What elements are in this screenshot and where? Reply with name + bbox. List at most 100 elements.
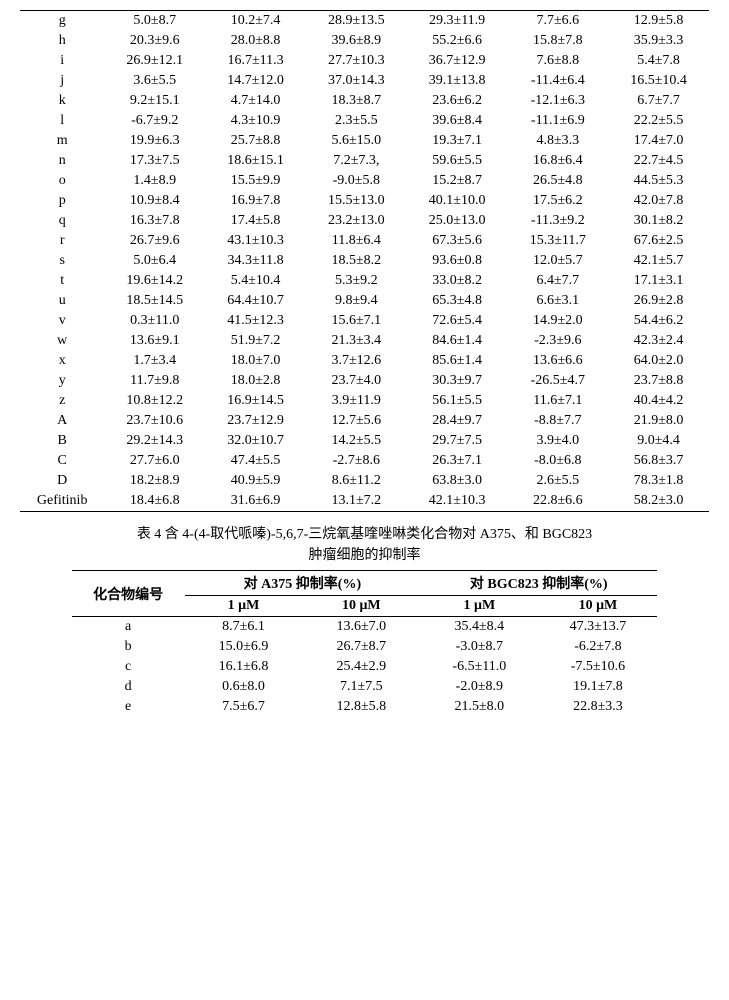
table-row: D18.2±8.940.9±5.98.6±11.263.8±3.02.6±5.5…	[20, 471, 709, 491]
row-id: C	[20, 451, 104, 471]
cell-value: 23.2±13.0	[306, 211, 407, 231]
row-id: g	[20, 11, 104, 32]
cell-value: 44.5±5.3	[608, 171, 709, 191]
cell-value: 18.5±14.5	[104, 291, 205, 311]
table-row: B29.2±14.332.0±10.714.2±5.529.7±7.53.9±4…	[20, 431, 709, 451]
cell-value: 18.6±15.1	[205, 151, 306, 171]
cell-value: 21.9±8.0	[608, 411, 709, 431]
table-row: h20.3±9.628.0±8.839.6±8.955.2±6.615.8±7.…	[20, 31, 709, 51]
cell-value: 23.6±6.2	[407, 91, 508, 111]
cell-value: 28.0±8.8	[205, 31, 306, 51]
cell-value: -6.2±7.8	[539, 637, 658, 657]
cell-value: 72.6±5.4	[407, 311, 508, 331]
table-row: w13.6±9.151.9±7.221.3±3.484.6±1.4-2.3±9.…	[20, 331, 709, 351]
cell-value: 37.0±14.3	[306, 71, 407, 91]
cell-value: -11.4±6.4	[508, 71, 609, 91]
table-row: x1.7±3.418.0±7.03.7±12.685.6±1.413.6±6.6…	[20, 351, 709, 371]
cell-value: 12.0±5.7	[508, 251, 609, 271]
cell-value: 40.1±10.0	[407, 191, 508, 211]
cell-value: 17.3±7.5	[104, 151, 205, 171]
row-id: k	[20, 91, 104, 111]
table-row: t19.6±14.25.4±10.45.3±9.233.0±8.26.4±7.7…	[20, 271, 709, 291]
cell-value: -2.7±8.6	[306, 451, 407, 471]
cell-value: 23.7±4.0	[306, 371, 407, 391]
cell-value: 6.6±3.1	[508, 291, 609, 311]
cell-value: 13.6±6.6	[508, 351, 609, 371]
table-caption: 表 4 含 4-(4-取代哌嗪)-5,6,7-三烷氧基喹唑啉类化合物对 A375…	[20, 524, 709, 566]
cell-value: 64.0±2.0	[608, 351, 709, 371]
cell-value: 28.4±9.7	[407, 411, 508, 431]
table-row: C27.7±6.047.4±5.5-2.7±8.626.3±7.1-8.0±6.…	[20, 451, 709, 471]
col-10um-a: 10 μM	[302, 596, 420, 617]
cell-value: 22.7±4.5	[608, 151, 709, 171]
cell-value: 5.0±6.4	[104, 251, 205, 271]
cell-value: 17.4±5.8	[205, 211, 306, 231]
cell-value: 42.1±10.3	[407, 491, 508, 512]
cell-value: 15.3±11.7	[508, 231, 609, 251]
cell-value: 35.9±3.3	[608, 31, 709, 51]
cell-value: -2.0±8.9	[420, 677, 538, 697]
cell-value: 23.7±8.8	[608, 371, 709, 391]
cell-value: 67.3±5.6	[407, 231, 508, 251]
cell-value: 84.6±1.4	[407, 331, 508, 351]
cell-value: 14.9±2.0	[508, 311, 609, 331]
cell-value: 16.3±7.8	[104, 211, 205, 231]
row-id: z	[20, 391, 104, 411]
cell-value: 8.7±6.1	[185, 617, 303, 638]
cell-value: 56.1±5.5	[407, 391, 508, 411]
cell-value: 16.1±6.8	[185, 657, 303, 677]
cell-value: 1.4±8.9	[104, 171, 205, 191]
cell-value: 23.7±10.6	[104, 411, 205, 431]
cell-value: 2.6±5.5	[508, 471, 609, 491]
cell-value: 9.8±9.4	[306, 291, 407, 311]
row-id: b	[72, 637, 185, 657]
cell-value: 22.8±3.3	[539, 697, 658, 717]
cell-value: 25.0±13.0	[407, 211, 508, 231]
table-row: y11.7±9.818.0±2.823.7±4.030.3±9.7-26.5±4…	[20, 371, 709, 391]
table-row: k9.2±15.14.7±14.018.3±8.723.6±6.2-12.1±6…	[20, 91, 709, 111]
table-row: z10.8±12.216.9±14.53.9±11.956.1±5.511.6±…	[20, 391, 709, 411]
cell-value: 15.8±7.8	[508, 31, 609, 51]
cell-value: 56.8±3.7	[608, 451, 709, 471]
table-row: Gefitinib18.4±6.831.6±6.913.1±7.242.1±10…	[20, 491, 709, 512]
table-row: c16.1±6.825.4±2.9-6.5±11.0-7.5±10.6	[72, 657, 658, 677]
cell-value: 6.4±7.7	[508, 271, 609, 291]
caption-line1: 表 4 含 4-(4-取代哌嗪)-5,6,7-三烷氧基喹唑啉类化合物对 A375…	[137, 527, 592, 542]
cell-value: 3.9±4.0	[508, 431, 609, 451]
cell-value: 19.9±6.3	[104, 131, 205, 151]
cell-value: 58.2±3.0	[608, 491, 709, 512]
row-id: a	[72, 617, 185, 638]
col-a375: 对 A375 抑制率(%)	[185, 571, 421, 596]
cell-value: 39.1±13.8	[407, 71, 508, 91]
col-10um-b: 10 μM	[539, 596, 658, 617]
cell-value: 26.7±9.6	[104, 231, 205, 251]
table-row: v0.3±11.041.5±12.315.6±7.172.6±5.414.9±2…	[20, 311, 709, 331]
row-id: D	[20, 471, 104, 491]
row-id: u	[20, 291, 104, 311]
cell-value: 21.3±3.4	[306, 331, 407, 351]
cell-value: 32.0±10.7	[205, 431, 306, 451]
row-id: x	[20, 351, 104, 371]
cell-value: 16.9±14.5	[205, 391, 306, 411]
cell-value: 27.7±6.0	[104, 451, 205, 471]
cell-value: 10.2±7.4	[205, 11, 306, 32]
row-id: y	[20, 371, 104, 391]
cell-value: 16.8±6.4	[508, 151, 609, 171]
cell-value: 3.9±11.9	[306, 391, 407, 411]
cell-value: 21.5±8.0	[420, 697, 538, 717]
cell-value: 13.6±9.1	[104, 331, 205, 351]
cell-value: 42.1±5.7	[608, 251, 709, 271]
cell-value: 65.3±4.8	[407, 291, 508, 311]
row-id: o	[20, 171, 104, 191]
cell-value: -7.5±10.6	[539, 657, 658, 677]
cell-value: 67.6±2.5	[608, 231, 709, 251]
cell-value: 15.2±8.7	[407, 171, 508, 191]
row-id: j	[20, 71, 104, 91]
data-table-1: g5.0±8.710.2±7.428.9±13.529.3±11.97.7±6.…	[20, 10, 709, 512]
row-id: e	[72, 697, 185, 717]
table-row: m19.9±6.325.7±8.85.6±15.019.3±7.14.8±3.3…	[20, 131, 709, 151]
cell-value: 41.5±12.3	[205, 311, 306, 331]
cell-value: 27.7±10.3	[306, 51, 407, 71]
table-row: u18.5±14.564.4±10.79.8±9.465.3±4.86.6±3.…	[20, 291, 709, 311]
cell-value: 78.3±1.8	[608, 471, 709, 491]
